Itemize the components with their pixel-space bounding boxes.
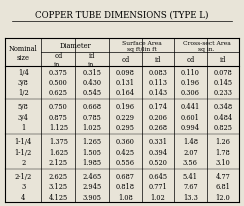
Text: 7.67: 7.67: [183, 183, 198, 191]
Text: 1.26: 1.26: [215, 138, 230, 146]
Text: Nominal
size: Nominal size: [9, 44, 38, 62]
Text: 1.48: 1.48: [183, 138, 198, 146]
Text: 1.985: 1.985: [83, 158, 102, 166]
Text: 0.174: 0.174: [148, 103, 167, 111]
Text: 1/4: 1/4: [18, 68, 29, 76]
Text: 1.505: 1.505: [83, 148, 102, 156]
Text: 0.295: 0.295: [116, 123, 135, 131]
Text: 0.131: 0.131: [116, 78, 135, 87]
Text: 0.785: 0.785: [83, 113, 102, 121]
Text: 3.10: 3.10: [215, 158, 230, 166]
Text: 6.81: 6.81: [215, 183, 230, 191]
Text: 0.556: 0.556: [116, 158, 135, 166]
Text: 1.08: 1.08: [118, 193, 133, 201]
Text: 0.825: 0.825: [213, 123, 232, 131]
Text: 0.394: 0.394: [148, 148, 167, 156]
Text: 2.625: 2.625: [49, 172, 68, 180]
Text: 1/2: 1/2: [18, 89, 29, 97]
Text: 0.994: 0.994: [181, 123, 200, 131]
Text: 0.145: 0.145: [213, 78, 233, 87]
Text: 4.77: 4.77: [215, 172, 230, 180]
Text: 0.668: 0.668: [83, 103, 102, 111]
Text: 1.78: 1.78: [215, 148, 230, 156]
Text: 2.945: 2.945: [82, 183, 102, 191]
Text: 0.113: 0.113: [148, 78, 167, 87]
Text: 3.905: 3.905: [83, 193, 102, 201]
Text: 0.306: 0.306: [181, 89, 200, 97]
Text: 1: 1: [21, 123, 25, 131]
Text: 0.078: 0.078: [214, 68, 232, 76]
Text: 0.625: 0.625: [49, 89, 68, 97]
Text: 2.465: 2.465: [82, 172, 102, 180]
Text: 5.41: 5.41: [183, 172, 198, 180]
Text: 0.098: 0.098: [116, 68, 135, 76]
Text: 0.750: 0.750: [49, 103, 68, 111]
Text: 0.484: 0.484: [213, 113, 233, 121]
Text: 0.196: 0.196: [181, 78, 200, 87]
Text: 0.601: 0.601: [181, 113, 200, 121]
Text: 1.02: 1.02: [151, 193, 165, 201]
Text: 1-1/2: 1-1/2: [15, 148, 32, 156]
Text: 0.143: 0.143: [148, 89, 167, 97]
Text: 0.818: 0.818: [116, 183, 135, 191]
Text: 0.687: 0.687: [116, 172, 135, 180]
Text: 0.315: 0.315: [83, 68, 102, 76]
Text: 0.545: 0.545: [83, 89, 102, 97]
Text: 0.110: 0.110: [181, 68, 200, 76]
Text: 2.07: 2.07: [183, 148, 198, 156]
Text: id: id: [220, 56, 226, 64]
Text: od: od: [121, 56, 130, 64]
Text: 3.125: 3.125: [49, 183, 68, 191]
Text: id: id: [155, 56, 161, 64]
Text: 3/4: 3/4: [18, 113, 29, 121]
Text: 0.083: 0.083: [148, 68, 167, 76]
Text: 2.125: 2.125: [49, 158, 68, 166]
Text: 0.229: 0.229: [116, 113, 135, 121]
Text: 0.164: 0.164: [116, 89, 135, 97]
Text: 1.125: 1.125: [49, 123, 68, 131]
Text: 1.625: 1.625: [49, 148, 68, 156]
Text: COPPER TUBE DIMENSIONS (TYPE L): COPPER TUBE DIMENSIONS (TYPE L): [35, 11, 209, 20]
Text: 3: 3: [21, 183, 25, 191]
Text: 0.875: 0.875: [49, 113, 68, 121]
Text: 0.500: 0.500: [49, 78, 68, 87]
Text: 0.196: 0.196: [116, 103, 135, 111]
Text: 0.233: 0.233: [213, 89, 232, 97]
Text: od
in.: od in.: [54, 52, 63, 69]
Text: 0.360: 0.360: [116, 138, 135, 146]
Text: 1.025: 1.025: [83, 123, 102, 131]
Text: Cross-sect Area
sq in.: Cross-sect Area sq in.: [183, 41, 231, 52]
Text: 1.375: 1.375: [49, 138, 68, 146]
Text: 0.645: 0.645: [148, 172, 167, 180]
Text: 0.331: 0.331: [148, 138, 167, 146]
Text: 3.56: 3.56: [183, 158, 198, 166]
Text: 3/8: 3/8: [18, 78, 29, 87]
Text: 0.206: 0.206: [148, 113, 167, 121]
Text: 1-1/4: 1-1/4: [14, 138, 32, 146]
Text: 0.268: 0.268: [148, 123, 167, 131]
Text: 13.3: 13.3: [183, 193, 198, 201]
Text: 12.0: 12.0: [215, 193, 230, 201]
Text: 5/8: 5/8: [18, 103, 29, 111]
Text: 0.520: 0.520: [148, 158, 167, 166]
Text: 1.265: 1.265: [83, 138, 102, 146]
Text: 0.771: 0.771: [149, 183, 167, 191]
Text: 2: 2: [21, 158, 25, 166]
Text: Surface Area
sq ft/lin ft: Surface Area sq ft/lin ft: [122, 41, 162, 52]
Text: 4.125: 4.125: [49, 193, 68, 201]
Text: 0.425: 0.425: [116, 148, 135, 156]
Text: 0.348: 0.348: [213, 103, 233, 111]
Text: 0.375: 0.375: [49, 68, 68, 76]
Text: 0.430: 0.430: [83, 78, 102, 87]
Text: 0.441: 0.441: [181, 103, 200, 111]
Text: 2-1/2: 2-1/2: [15, 172, 32, 180]
Text: Diameter: Diameter: [59, 42, 91, 50]
Text: od: od: [186, 56, 194, 64]
Text: id
in.: id in.: [88, 52, 96, 69]
Text: 4: 4: [21, 193, 25, 201]
